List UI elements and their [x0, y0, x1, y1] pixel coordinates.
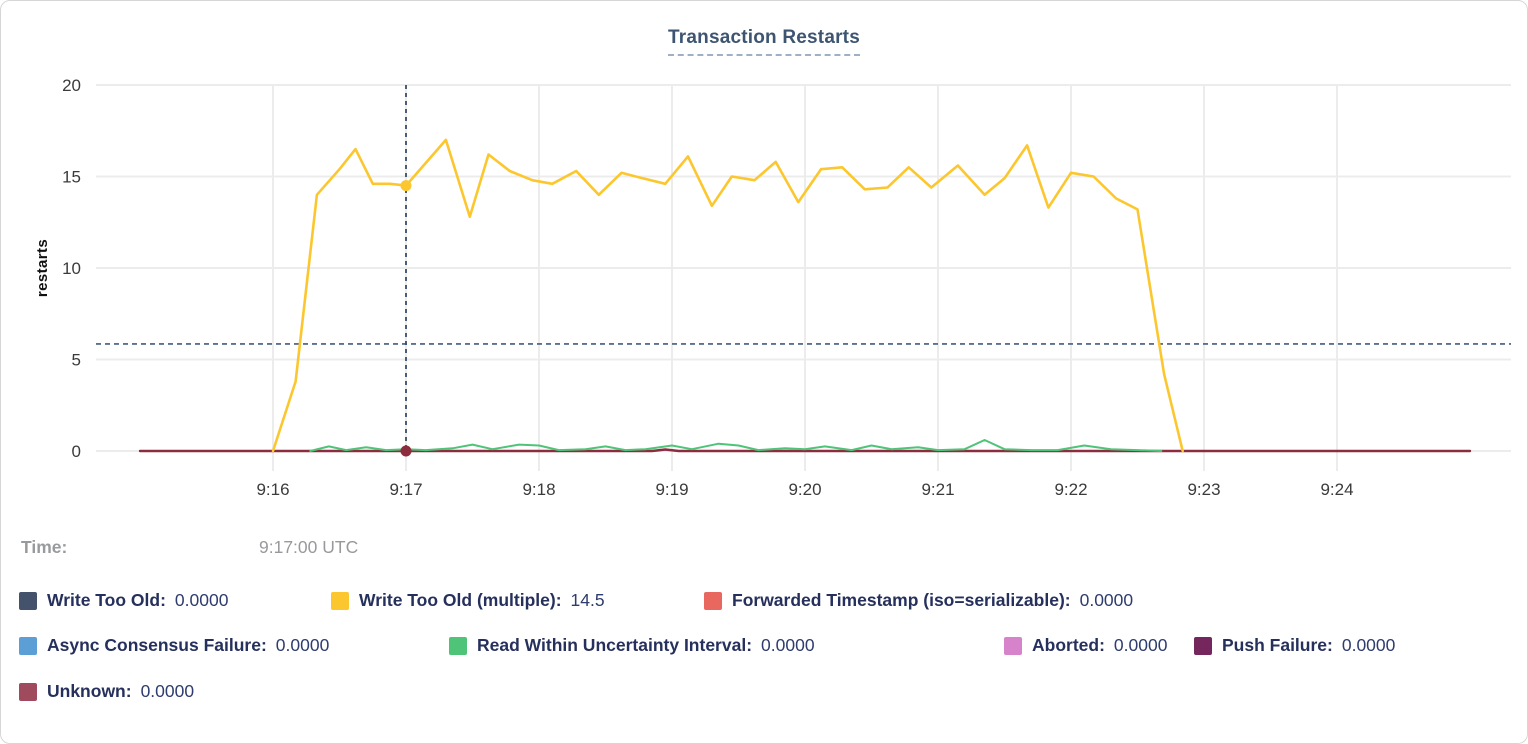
x-tick-label: 9:16: [256, 480, 289, 499]
cursor-dot-write-too-old-multiple-: [400, 180, 412, 192]
series-line-read-within-uncertainty-interval: [309, 439, 1163, 452]
aborted-swatch-icon: [1004, 636, 1022, 655]
legend-item-aborted: Aborted: 0.0000: [1004, 635, 1194, 656]
legend-value: 0.0000: [1079, 590, 1134, 610]
time-row: Time: 9:17:00 UTC: [21, 537, 358, 558]
legend-row-1: Write Too Old: 0.0000 Write Too Old (mul…: [19, 590, 1133, 611]
push-failure-swatch-icon: [1194, 636, 1212, 655]
x-tick-label: 9:17: [389, 480, 422, 499]
x-tick-label: 9:18: [522, 480, 555, 499]
legend-row-3: Unknown: 0.0000: [19, 681, 194, 702]
write-too-old-multiple-swatch-icon: [331, 591, 349, 610]
x-tick-label: 9:19: [655, 480, 688, 499]
legend-item-write-too-old-multiple: Write Too Old (multiple): 14.5: [331, 590, 704, 611]
transaction-restarts-chart[interactable]: 0 5 10 15 20 9:16 9:17 9:18 9:19 9:20 9:21 9:22 9:23…: [1, 1, 1528, 521]
y-tick-label: 20: [62, 76, 81, 95]
legend-item-write-too-old: Write Too Old: 0.0000: [19, 590, 331, 611]
legend-value: 0.0000: [174, 590, 229, 610]
legend-label: Forwarded Timestamp (iso=serializable):: [732, 590, 1071, 610]
x-tick-label: 9:22: [1054, 480, 1087, 499]
legend-label: Unknown:: [47, 681, 132, 701]
legend-item-unknown: Unknown: 0.0000: [19, 681, 194, 702]
x-tick-label: 9:20: [788, 480, 821, 499]
write-too-old-swatch-icon: [19, 591, 37, 610]
unknown-swatch-icon: [19, 682, 37, 701]
time-label: Time:: [21, 537, 68, 557]
chart-title[interactable]: Transaction Restarts: [668, 27, 860, 56]
legend-value: 0.0000: [275, 635, 330, 655]
read-within-uncertainty-swatch-icon: [449, 636, 467, 655]
y-tick-label: 5: [72, 351, 81, 370]
legend-label: Write Too Old (multiple):: [359, 590, 562, 610]
legend-label: Push Failure:: [1222, 635, 1333, 655]
legend-label: Async Consensus Failure:: [47, 635, 267, 655]
forwarded-timestamp-swatch-icon: [704, 591, 722, 610]
legend-label: Write Too Old:: [47, 590, 166, 610]
legend-item-forwarded-timestamp: Forwarded Timestamp (iso=serializable): …: [704, 590, 1133, 611]
y-tick-label: 15: [62, 168, 81, 187]
legend-item-async-consensus-failure: Async Consensus Failure: 0.0000: [19, 635, 449, 656]
legend-value: 0.0000: [1113, 635, 1168, 655]
y-tick-label: 10: [62, 259, 81, 278]
x-tick-label: 9:21: [921, 480, 954, 499]
legend-row-2: Async Consensus Failure: 0.0000 Read Wit…: [19, 635, 1395, 656]
legend-item-read-within-uncertainty: Read Within Uncertainty Interval: 0.0000: [449, 635, 1004, 656]
legend-value: 0.0000: [140, 681, 195, 701]
legend-label: Read Within Uncertainty Interval:: [477, 635, 753, 655]
legend-value: 14.5: [570, 590, 605, 610]
legend-item-push-failure: Push Failure: 0.0000: [1194, 635, 1395, 656]
cursor-dot-unknown: [400, 445, 412, 457]
chart-title-wrap: Transaction Restarts: [1, 27, 1527, 56]
y-tick-label: 0: [72, 442, 81, 461]
legend-label: Aborted:: [1032, 635, 1105, 655]
legend-value: 0.0000: [761, 635, 815, 655]
series-line-unknown: [138, 448, 1472, 453]
async-consensus-failure-swatch-icon: [19, 636, 37, 655]
time-value: 9:17:00 UTC: [259, 537, 359, 557]
x-tick-label: 9:24: [1320, 480, 1353, 499]
legend-value: 0.0000: [1341, 635, 1396, 655]
x-tick-label: 9:23: [1187, 480, 1220, 499]
y-axis-label: restarts: [34, 239, 51, 297]
